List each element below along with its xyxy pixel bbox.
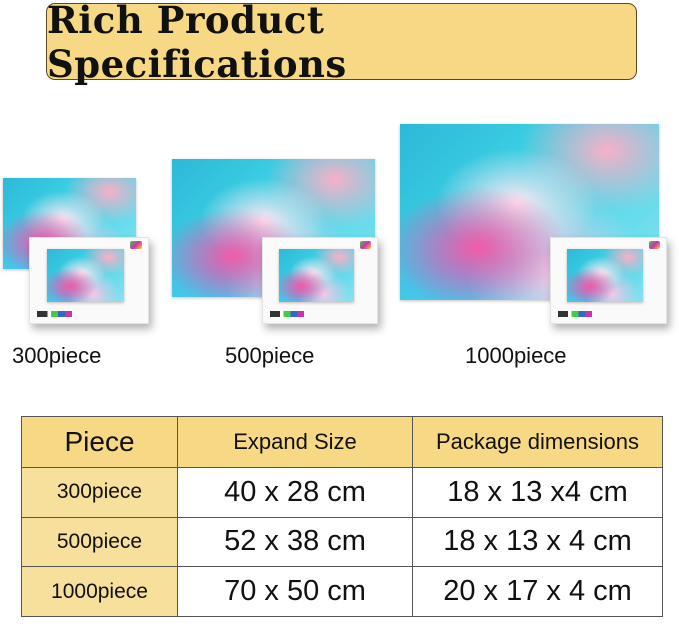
cell-expand-size: 40 x 28 cm <box>177 467 413 518</box>
table-row: 1000piece 70 x 50 cm 20 x 17 x 4 cm <box>21 566 663 617</box>
puzzle-box-500 <box>262 237 378 324</box>
product-label-500: 500piece <box>225 343 315 368</box>
product-label-1000: 1000piece <box>465 343 567 368</box>
page-title: Rich Product Specifications <box>46 0 637 86</box>
cell-piece: 1000piece <box>21 566 178 617</box>
cell-package-dimensions: 18 x 13 x4 cm <box>412 467 663 518</box>
spec-table: Piece Expand Size Package dimensions 300… <box>21 416 663 617</box>
puzzle-box-300 <box>29 237 149 324</box>
product-label-300: 300piece <box>12 343 102 368</box>
header-expand-size: Expand Size <box>177 416 413 468</box>
cell-package-dimensions: 20 x 17 x 4 cm <box>412 566 663 617</box>
table-header-row: Piece Expand Size Package dimensions <box>21 416 663 468</box>
cell-piece: 300piece <box>21 467 178 518</box>
header-package-dimensions: Package dimensions <box>412 416 663 468</box>
table-row: 300piece 40 x 28 cm 18 x 13 x4 cm <box>21 467 663 518</box>
header-piece: Piece <box>21 416 178 468</box>
puzzle-box-1000 <box>550 237 667 324</box>
cell-piece: 500piece <box>21 516 178 568</box>
table-row: 500piece 52 x 38 cm 18 x 13 x 4 cm <box>21 516 663 568</box>
cell-package-dimensions: 18 x 13 x 4 cm <box>412 516 663 568</box>
cell-expand-size: 52 x 38 cm <box>177 516 413 568</box>
cell-expand-size: 70 x 50 cm <box>177 566 413 617</box>
